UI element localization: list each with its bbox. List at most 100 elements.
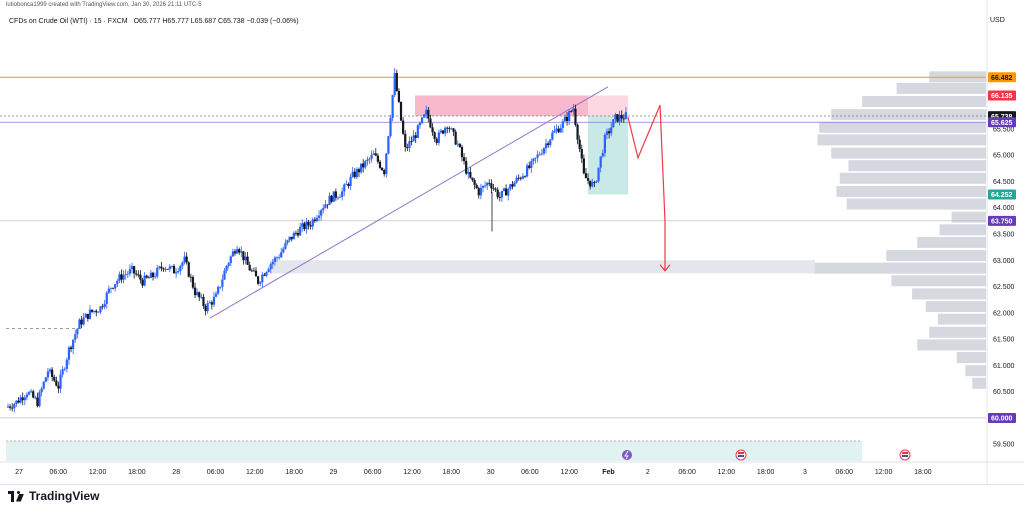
currency-button[interactable]: USD [990, 17, 1005, 24]
ascending-trendline [209, 86, 609, 319]
candle-body [490, 183, 493, 189]
volume-profile-bar [951, 211, 986, 223]
candle-body [320, 210, 323, 216]
candle-body [145, 275, 148, 278]
candle-body [82, 317, 85, 325]
candle-body [616, 114, 619, 122]
candle-body [456, 143, 459, 145]
candle-body [555, 128, 558, 131]
candle-body [6, 406, 10, 408]
candle-body [25, 394, 29, 398]
price-label-text: 65.625 [991, 120, 1013, 127]
candle-body [280, 252, 283, 258]
candle-body [158, 266, 161, 268]
candle-body [357, 169, 361, 173]
x-tick-label: 18:00 [757, 469, 775, 476]
candle-body [347, 184, 350, 186]
candle-body [23, 397, 26, 401]
candle-body [454, 131, 457, 145]
candle-body [72, 339, 75, 350]
candle-body [355, 169, 358, 178]
candle-body [235, 249, 239, 254]
candle-body [452, 128, 455, 132]
candle-body [423, 114, 426, 118]
candle-body [17, 400, 20, 403]
candle-body [324, 204, 327, 209]
x-tick-label: 27 [15, 469, 23, 476]
candle-body [458, 143, 461, 147]
candle-body [292, 232, 295, 240]
candle-body [334, 191, 337, 198]
candle-body [11, 407, 14, 409]
candle-body [345, 184, 348, 185]
candle-body [118, 274, 121, 281]
y-tick-label: 63.000 [993, 258, 1015, 265]
candle-body [288, 236, 291, 241]
x-tick-label: 3 [803, 469, 807, 476]
candle-body [542, 148, 546, 154]
volume-profile-bar [814, 262, 986, 274]
x-tick-label: 06:00 [364, 469, 382, 476]
volume-profile-bar [939, 224, 986, 236]
candle-body [513, 182, 516, 187]
tradingview-brand[interactable]: TradingView [8, 489, 99, 503]
candle-body [338, 196, 342, 198]
volume-profile-bar [831, 109, 986, 121]
candle-body [151, 272, 155, 278]
x-tick-label: 12:00 [875, 469, 893, 476]
price-label-text: 60.000 [991, 416, 1013, 423]
candle-body [282, 248, 285, 253]
candle-body [229, 256, 232, 264]
candle-body [395, 73, 398, 91]
volume-profile-bar [917, 236, 986, 248]
candle-body [242, 251, 245, 261]
candle-body [170, 265, 174, 267]
candle-body [572, 108, 575, 112]
candle-body [444, 127, 447, 134]
candle-body [425, 109, 428, 115]
supply-zone [415, 95, 588, 117]
candle-body [521, 176, 525, 179]
candle-body [313, 219, 316, 222]
flag-stripe [902, 452, 908, 454]
candle-body [578, 139, 581, 150]
candle-body [103, 303, 106, 308]
lightning-event-icon [622, 450, 632, 460]
y-tick-label: 64.500 [993, 179, 1015, 186]
price-label-support-2 [988, 412, 1016, 423]
candle-body [570, 111, 573, 112]
candle-body [507, 189, 510, 196]
candle-body [351, 171, 354, 177]
candle-body [27, 392, 31, 395]
candle-body [595, 181, 598, 183]
candle-body [620, 114, 623, 119]
candle-body [172, 265, 176, 274]
y-tick-label: 62.000 [993, 310, 1015, 317]
volume-profile-bar [929, 326, 986, 338]
candle-body [519, 177, 522, 179]
candle-body [589, 180, 592, 187]
candle-body [500, 190, 503, 198]
candle-body [574, 108, 577, 125]
candle-body [128, 269, 131, 274]
y-tick-label: 65.000 [993, 153, 1015, 160]
candle-body [294, 232, 298, 234]
candle-body [42, 381, 45, 389]
candle-body [202, 296, 205, 306]
candle-body [593, 182, 596, 183]
volume-profile-bar [912, 288, 986, 300]
candle-body [267, 269, 270, 273]
candle-body [349, 176, 352, 186]
candle-body [618, 114, 621, 122]
candle-body [584, 173, 588, 179]
candle-body [162, 268, 165, 270]
candle-body [311, 219, 314, 227]
candle-body [610, 127, 613, 134]
candle-body [273, 257, 277, 262]
candle-body [420, 117, 424, 123]
candle-body [204, 305, 207, 312]
candle-body [177, 271, 180, 273]
y-tick-label: 63.500 [993, 231, 1015, 238]
candle-body [568, 111, 571, 122]
